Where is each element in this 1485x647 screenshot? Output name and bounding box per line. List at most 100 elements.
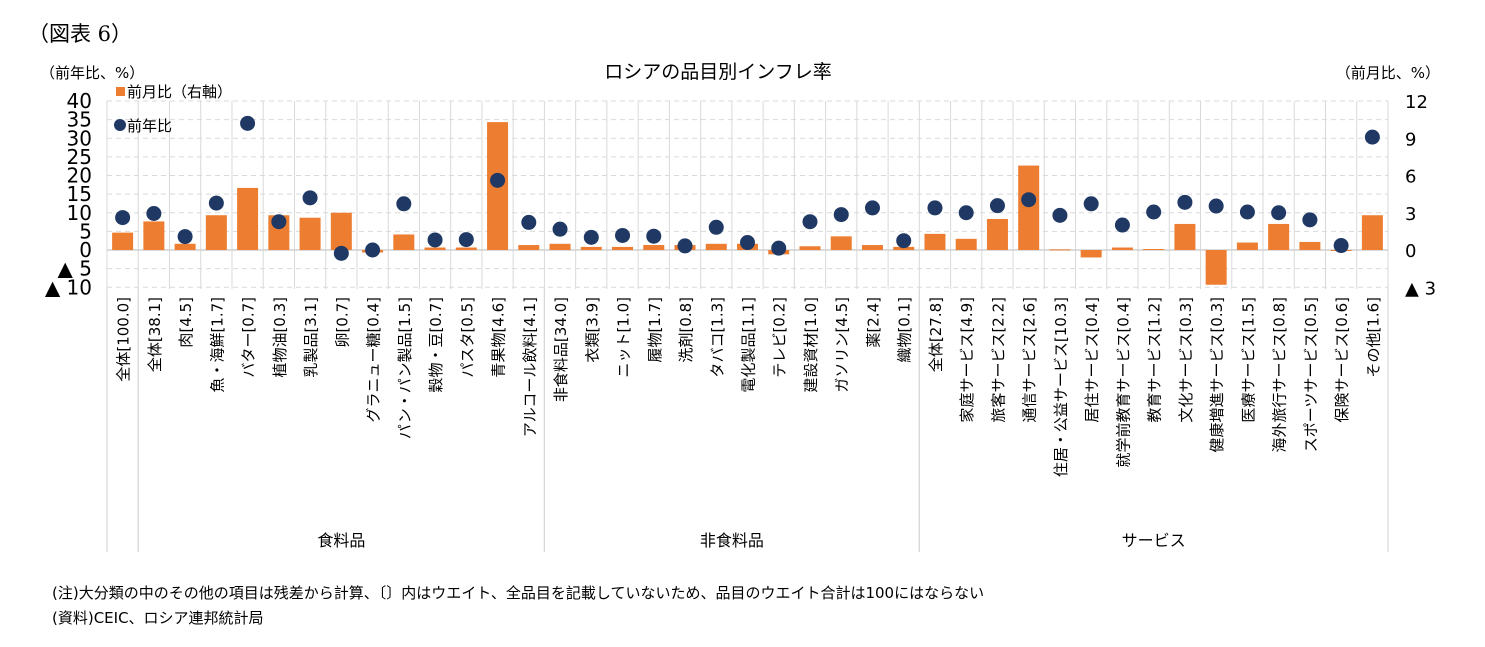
category-label: テレビ[0.2]	[771, 297, 789, 378]
bar-1	[143, 221, 165, 250]
dot-9	[396, 196, 412, 212]
category-label: 就学前教育サービス[0.4]	[1114, 297, 1132, 468]
bar-27	[955, 238, 977, 250]
bar-13	[518, 245, 540, 250]
category-label: バター[0.7]	[240, 297, 258, 378]
category-label: パスタ[0.5]	[458, 297, 476, 378]
category-label: 建設資材[1.0]	[802, 297, 820, 393]
dot-1	[146, 205, 162, 221]
bar-32	[1111, 247, 1133, 250]
dot-35	[1208, 198, 1224, 214]
dot-13	[521, 214, 537, 230]
bar-35	[1205, 250, 1227, 285]
bar-33	[1143, 249, 1165, 251]
bar-0	[112, 232, 134, 250]
bar-7	[330, 212, 352, 250]
category-label: 卵[0.7]	[333, 297, 351, 348]
dot-25	[896, 233, 912, 249]
right-tick-label: ▲ 3	[1405, 278, 1436, 299]
category-label: 全体[38.1]	[146, 297, 164, 372]
right-tick-label: 0	[1405, 241, 1416, 262]
dot-3	[208, 195, 224, 211]
group-label: 食料品	[317, 531, 365, 550]
dot-33	[1146, 204, 1162, 220]
left-tick-label: 10	[67, 201, 92, 225]
bar-10	[424, 247, 446, 250]
dot-20	[740, 235, 755, 251]
dot-7	[333, 245, 349, 261]
bar-4	[237, 187, 259, 250]
dot-37	[1271, 205, 1287, 221]
dot-6	[302, 190, 318, 206]
dot-40	[1364, 129, 1380, 145]
left-tick-label: 35	[67, 108, 92, 132]
legend-dot-swatch	[114, 119, 126, 131]
dot-38	[1302, 212, 1318, 228]
category-label: 保険サービス[0.6]	[1333, 297, 1351, 423]
bar-36	[1236, 242, 1258, 250]
bar-2	[174, 243, 196, 250]
dot-19	[708, 219, 724, 235]
source-text: (資料)CEIC、ロシア連邦統計局	[52, 609, 264, 627]
dot-36	[1239, 204, 1255, 220]
dot-4	[240, 115, 256, 131]
bar-19	[705, 243, 727, 250]
left-tick-label: ▲ 5	[58, 257, 92, 281]
inflation-chart: ロシアの品目別インフレ率 （前年比、%） （前月比、%） 40353025201…	[40, 61, 1440, 552]
bar-37	[1268, 223, 1290, 250]
category-label: パン・パン製品[1.5]	[396, 297, 414, 439]
right-tick-label: 3	[1405, 204, 1416, 225]
left-tick-label: 20	[67, 164, 92, 188]
legend-bar-label: 前月比（右軸）	[127, 83, 232, 101]
category-label: 非食料品[34.0]	[552, 297, 570, 402]
category-label: 穀物・豆[0.7]	[427, 297, 445, 393]
left-tick-label: 40	[67, 89, 92, 113]
category-label: 織物[0.1]	[896, 297, 914, 363]
category-label: その他[1.6]	[1364, 297, 1382, 378]
dot-32	[1114, 217, 1130, 233]
left-tick-label: 5	[79, 219, 92, 243]
left-axis-unit: （前年比、%）	[40, 64, 144, 82]
bar-24	[861, 245, 883, 250]
category-label: 健康増進サービス[0.3]	[1208, 297, 1226, 453]
dot-5	[271, 214, 287, 230]
category-label: グラニュー糖[0.4]	[365, 297, 383, 423]
category-label: 乳製品[3.1]	[302, 297, 320, 378]
dot-16	[615, 227, 631, 243]
bar-31	[1080, 250, 1102, 258]
legend-dot-label: 前年比	[127, 117, 172, 135]
category-label: 衣類[3.9]	[583, 297, 601, 363]
category-label: 薬[2.4]	[864, 297, 882, 348]
bar-40	[1361, 215, 1383, 250]
group-label: 非食料品	[700, 531, 764, 550]
bar-9	[393, 234, 415, 250]
dot-10	[427, 232, 443, 248]
category-label: 青果物[4.6]	[490, 297, 508, 378]
category-label: 旅客サービス[2.2]	[989, 297, 1007, 423]
dot-39	[1333, 238, 1349, 254]
category-label: 全体[27.8]	[927, 297, 945, 372]
chart-title: ロシアの品目別インフレ率	[604, 61, 831, 83]
category-label: 洗剤[0.8]	[677, 297, 695, 363]
bar-23	[830, 236, 852, 250]
left-tick-label: 25	[67, 145, 92, 169]
dot-11	[458, 232, 474, 248]
dot-26	[927, 200, 943, 216]
bar-30	[1049, 249, 1071, 251]
dot-31	[1083, 196, 1099, 212]
bar-15	[580, 246, 602, 250]
dot-14	[552, 221, 568, 237]
dot-15	[583, 229, 599, 245]
category-label: 文化サービス[0.3]	[1177, 297, 1195, 423]
bar-34	[1174, 223, 1196, 250]
category-label: 魚・海鮮[1.7]	[208, 297, 226, 393]
dot-23	[833, 207, 849, 223]
category-label: スポーツサービス[0.5]	[1302, 297, 1320, 452]
bar-25	[893, 246, 915, 250]
left-tick-label: 30	[67, 126, 92, 150]
category-label: 居住サービス[0.4]	[1083, 297, 1101, 423]
bar-11	[455, 247, 477, 250]
dot-29	[1021, 192, 1037, 208]
bar-14	[549, 243, 571, 250]
dot-24	[864, 200, 880, 216]
